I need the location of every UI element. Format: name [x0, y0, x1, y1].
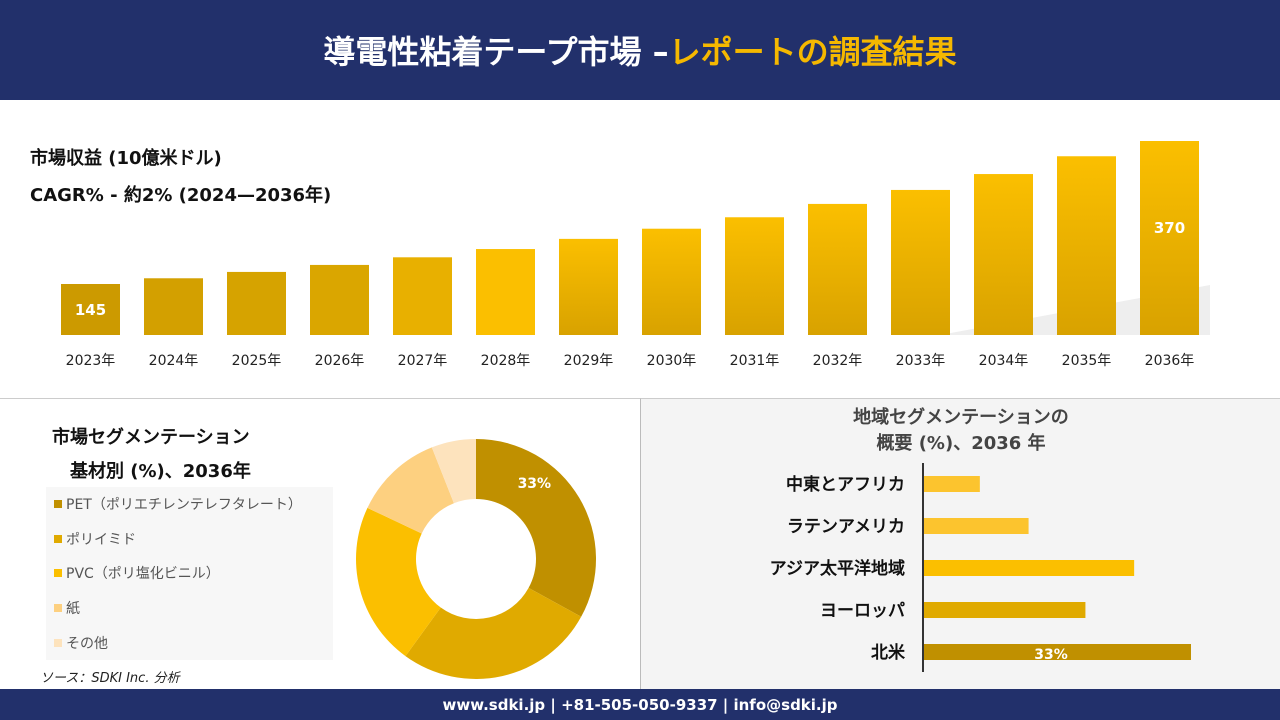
x-tick-label: 2036年	[1145, 353, 1195, 369]
page-title-accent: レポートの調査結果	[668, 33, 957, 71]
donut-slice	[356, 507, 441, 657]
region-bar	[923, 518, 1029, 534]
legend-label: PVC（ポリ塩化ビニル）	[66, 566, 220, 583]
region-bar	[923, 644, 1191, 660]
x-tick-label: 2026年	[315, 353, 365, 369]
x-tick-label: 2032年	[813, 353, 863, 369]
legend-label: 紙	[66, 601, 80, 618]
revenue-bar	[725, 217, 784, 335]
segment-title: 市場セグメンテーション	[52, 427, 250, 448]
x-tick-label: 2023年	[66, 353, 116, 369]
legend-item: PET（ポリエチレンテレフタレート）	[46, 487, 333, 522]
segment-subtitle: 基材別 (%)、2036年	[70, 461, 251, 482]
substrate-segment-panel: 市場セグメンテーション 基材別 (%)、2036年 PET（ポリエチレンテレフタ…	[0, 398, 640, 689]
revenue-bar	[974, 174, 1033, 335]
region-title: 地域セグメンテーションの	[853, 407, 1069, 428]
legend-item: ポリイミド	[46, 522, 333, 557]
x-tick-label: 2034年	[979, 353, 1029, 369]
region-label: アジア太平洋地域	[770, 558, 905, 579]
region-label: 北米	[871, 642, 906, 663]
legend-label: ポリイミド	[66, 531, 136, 548]
revenue-bar	[1057, 156, 1116, 335]
donut-slice	[431, 439, 476, 504]
footer-contact: www.sdki.jp | +81-505-050-9337 | info@sd…	[0, 689, 1280, 720]
revenue-bar	[559, 238, 618, 335]
revenue-bar	[808, 203, 867, 335]
revenue-bar	[393, 257, 452, 335]
revenue-bar	[642, 228, 701, 335]
revenue-chart-title: 市場収益 (10億米ドル)	[30, 148, 222, 169]
legend-swatch	[54, 638, 62, 647]
revenue-bar	[144, 278, 203, 335]
slice-data-label: 33%	[518, 476, 552, 492]
x-tick-label: 2029年	[564, 353, 614, 369]
legend-label: その他	[66, 635, 108, 652]
page-title: 導電性粘着テープ市場 –	[323, 33, 669, 71]
source-note: ソース：SDKI Inc. 分析	[40, 671, 180, 686]
revenue-bar	[310, 264, 369, 335]
region-bar	[923, 560, 1135, 576]
bar-data-label: 370	[1154, 219, 1185, 237]
donut-slice	[405, 587, 582, 679]
x-tick-label: 2028年	[481, 353, 531, 369]
x-tick-label: 2031年	[730, 353, 780, 369]
region-bar	[923, 476, 980, 492]
region-subtitle: 概要 (%)、2036 年	[876, 433, 1046, 454]
x-tick-label: 2035年	[1062, 353, 1112, 369]
legend-item: その他	[46, 625, 333, 660]
x-tick-label: 2027年	[398, 353, 448, 369]
region-bar	[923, 602, 1086, 618]
cagr-label: CAGR% - 約2% (2024—2036年)	[30, 185, 332, 206]
x-tick-label: 2033年	[896, 353, 946, 369]
legend-label: PET（ポリエチレンテレフタレート）	[66, 497, 302, 514]
region-label: ラテンアメリカ	[787, 517, 905, 537]
donut-slice	[476, 439, 596, 617]
revenue-bar	[476, 249, 535, 335]
legend-item: PVC（ポリ塩化ビニル）	[46, 556, 333, 591]
legend-swatch	[54, 569, 62, 578]
substrate-donut-chart: 33%	[356, 439, 596, 679]
revenue-bar	[227, 271, 286, 335]
bar-data-label: 145	[75, 301, 106, 319]
revenue-bar-chart: 2023年 145 2024年 2025年 2026年 2027年 2028年 2029年 20…	[61, 141, 1210, 369]
donut-slice	[367, 447, 454, 534]
legend-swatch	[54, 534, 62, 543]
header-banner: 導電性粘着テープ市場 – レポートの調査結果	[0, 0, 1280, 100]
revenue-bar	[891, 189, 950, 335]
x-tick-label: 2025年	[232, 353, 282, 369]
legend-swatch	[54, 500, 62, 509]
legend-item: 紙	[46, 591, 333, 626]
revenue-bar	[61, 284, 120, 335]
region-data-label: 33%	[1034, 647, 1068, 663]
region-segment-panel: 中東とアフリカ ラテンアメリカアジア太平洋地域ヨーロッパ北米 33% 地域セグメンテ…	[640, 398, 1280, 689]
region-label: ヨーロッパ	[820, 601, 905, 621]
legend-swatch	[54, 604, 62, 613]
x-tick-label: 2030年	[647, 353, 697, 369]
donut-legend: PET（ポリエチレンテレフタレート） ポリイミド PVC（ポリ塩化ビニル） 紙その他	[46, 487, 333, 660]
region-label: 中東とアフリカ	[786, 474, 905, 495]
x-tick-label: 2024年	[149, 353, 199, 369]
revenue-bar	[1140, 141, 1199, 335]
